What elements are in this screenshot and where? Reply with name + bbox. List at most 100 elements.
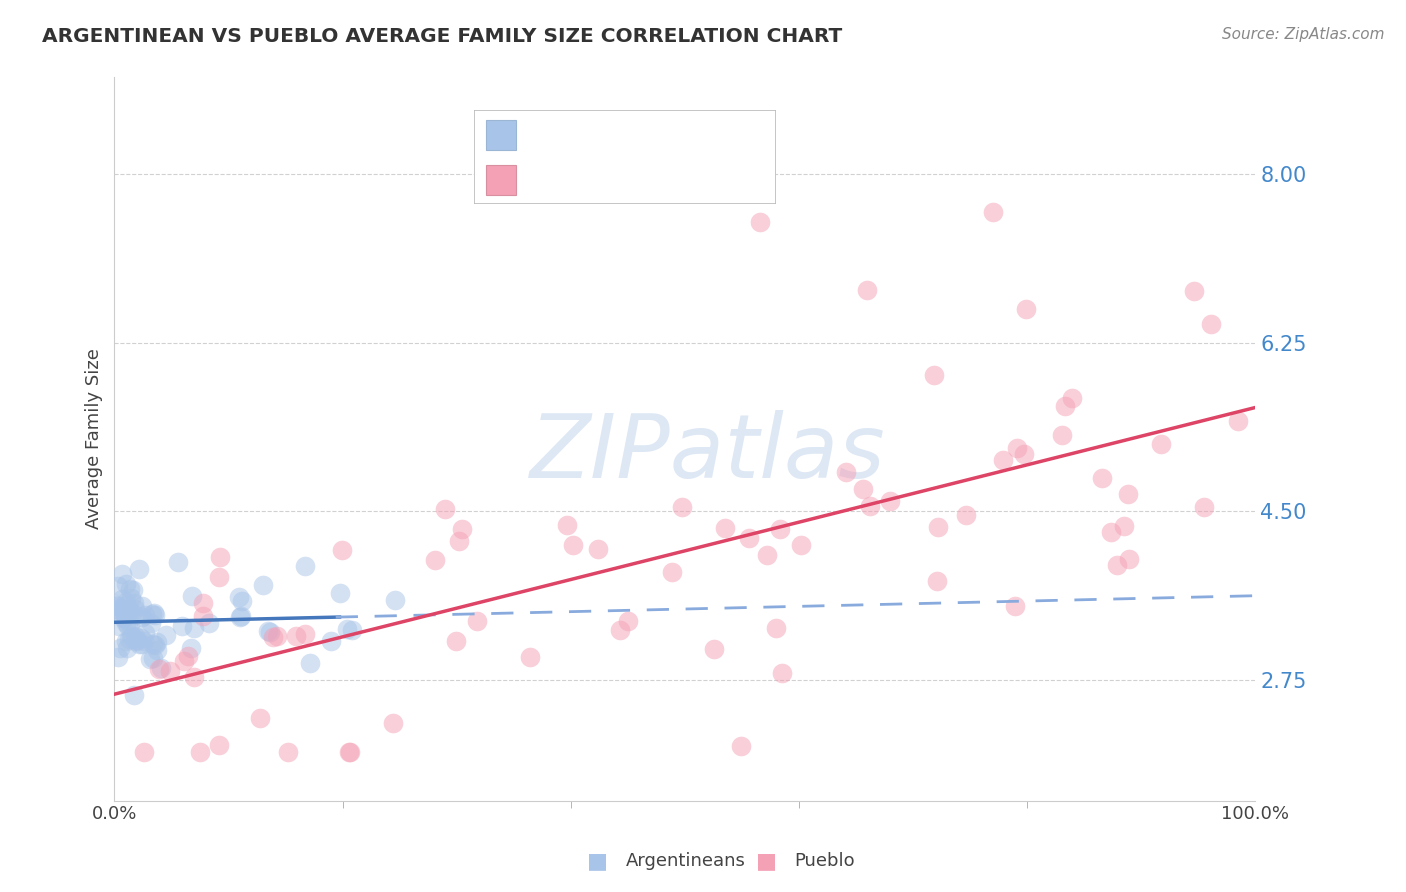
Point <box>128 637 150 651</box>
Point <box>115 640 138 655</box>
Point <box>197 615 219 630</box>
Point <box>132 634 155 648</box>
Point <box>208 549 231 564</box>
Point <box>444 634 467 648</box>
Point <box>1192 500 1215 515</box>
Point <box>1182 284 1205 298</box>
Point <box>170 618 193 632</box>
Point <box>339 746 361 760</box>
Point <box>142 637 165 651</box>
Point <box>1053 399 1076 413</box>
Point <box>118 582 141 596</box>
Point <box>277 746 299 760</box>
Point <box>1118 487 1140 501</box>
Point <box>703 642 725 657</box>
Point <box>1052 428 1074 442</box>
Point <box>955 508 977 522</box>
Point <box>150 661 173 675</box>
Text: Source: ZipAtlas.com: Source: ZipAtlas.com <box>1222 27 1385 42</box>
Text: ARGENTINEAN VS PUEBLO AVERAGE FAMILY SIZE CORRELATION CHART: ARGENTINEAN VS PUEBLO AVERAGE FAMILY SIZ… <box>42 27 842 45</box>
Point <box>131 599 153 614</box>
Point <box>262 630 284 644</box>
Point <box>749 215 772 229</box>
Text: Argentineans: Argentineans <box>626 852 745 870</box>
Point <box>384 593 406 607</box>
Point <box>120 630 142 644</box>
Point <box>298 656 321 670</box>
Text: ZIPatlas: ZIPatlas <box>530 410 886 497</box>
Point <box>447 534 470 549</box>
Point <box>145 634 167 648</box>
Point <box>128 562 150 576</box>
Point <box>114 595 136 609</box>
Y-axis label: Average Family Size: Average Family Size <box>86 349 103 530</box>
Point <box>143 638 166 652</box>
Point <box>134 607 156 622</box>
Point <box>180 640 202 655</box>
Point <box>124 607 146 622</box>
Point <box>229 608 252 623</box>
Point <box>177 649 200 664</box>
Point <box>285 629 308 643</box>
Point <box>124 601 146 615</box>
Point <box>451 522 474 536</box>
Text: ■: ■ <box>588 851 607 871</box>
Point <box>555 518 578 533</box>
Point <box>231 593 253 607</box>
Point <box>852 482 875 496</box>
Point <box>381 716 404 731</box>
Point <box>983 205 1005 219</box>
Point <box>562 538 585 552</box>
Point <box>114 577 136 591</box>
Point <box>105 602 128 616</box>
Point <box>191 596 214 610</box>
Point <box>756 548 779 562</box>
Point <box>434 502 457 516</box>
Point <box>1015 301 1038 316</box>
Point <box>329 586 352 600</box>
Point <box>330 543 353 558</box>
Point <box>294 558 316 573</box>
Point <box>229 609 252 624</box>
Point <box>120 591 142 606</box>
Point <box>167 555 190 569</box>
Point <box>769 522 792 536</box>
Point <box>183 670 205 684</box>
Point <box>114 615 136 630</box>
Point <box>1199 317 1222 331</box>
Point <box>117 619 139 633</box>
Point <box>671 500 693 514</box>
Point <box>173 654 195 668</box>
Point <box>925 574 948 589</box>
Point <box>336 622 359 636</box>
Point <box>142 651 165 665</box>
Point <box>337 746 360 760</box>
Point <box>1014 447 1036 461</box>
Point <box>183 621 205 635</box>
Point <box>294 626 316 640</box>
Point <box>111 567 134 582</box>
Point <box>208 738 231 752</box>
Point <box>159 664 181 678</box>
Point <box>252 578 274 592</box>
Point <box>125 634 148 648</box>
Point <box>155 628 177 642</box>
Point <box>114 633 136 648</box>
Point <box>266 629 288 643</box>
Point <box>143 608 166 623</box>
Point <box>145 643 167 657</box>
Point <box>1226 414 1249 428</box>
Point <box>617 614 640 628</box>
Point <box>118 603 141 617</box>
Point <box>738 531 761 545</box>
Point <box>107 650 129 665</box>
Text: Pueblo: Pueblo <box>794 852 855 870</box>
Text: ■: ■ <box>756 851 776 871</box>
Point <box>789 538 811 552</box>
Point <box>714 520 737 534</box>
Point <box>588 542 610 557</box>
Point <box>259 625 281 640</box>
Point <box>124 597 146 611</box>
Point <box>115 603 138 617</box>
Point <box>770 666 793 681</box>
